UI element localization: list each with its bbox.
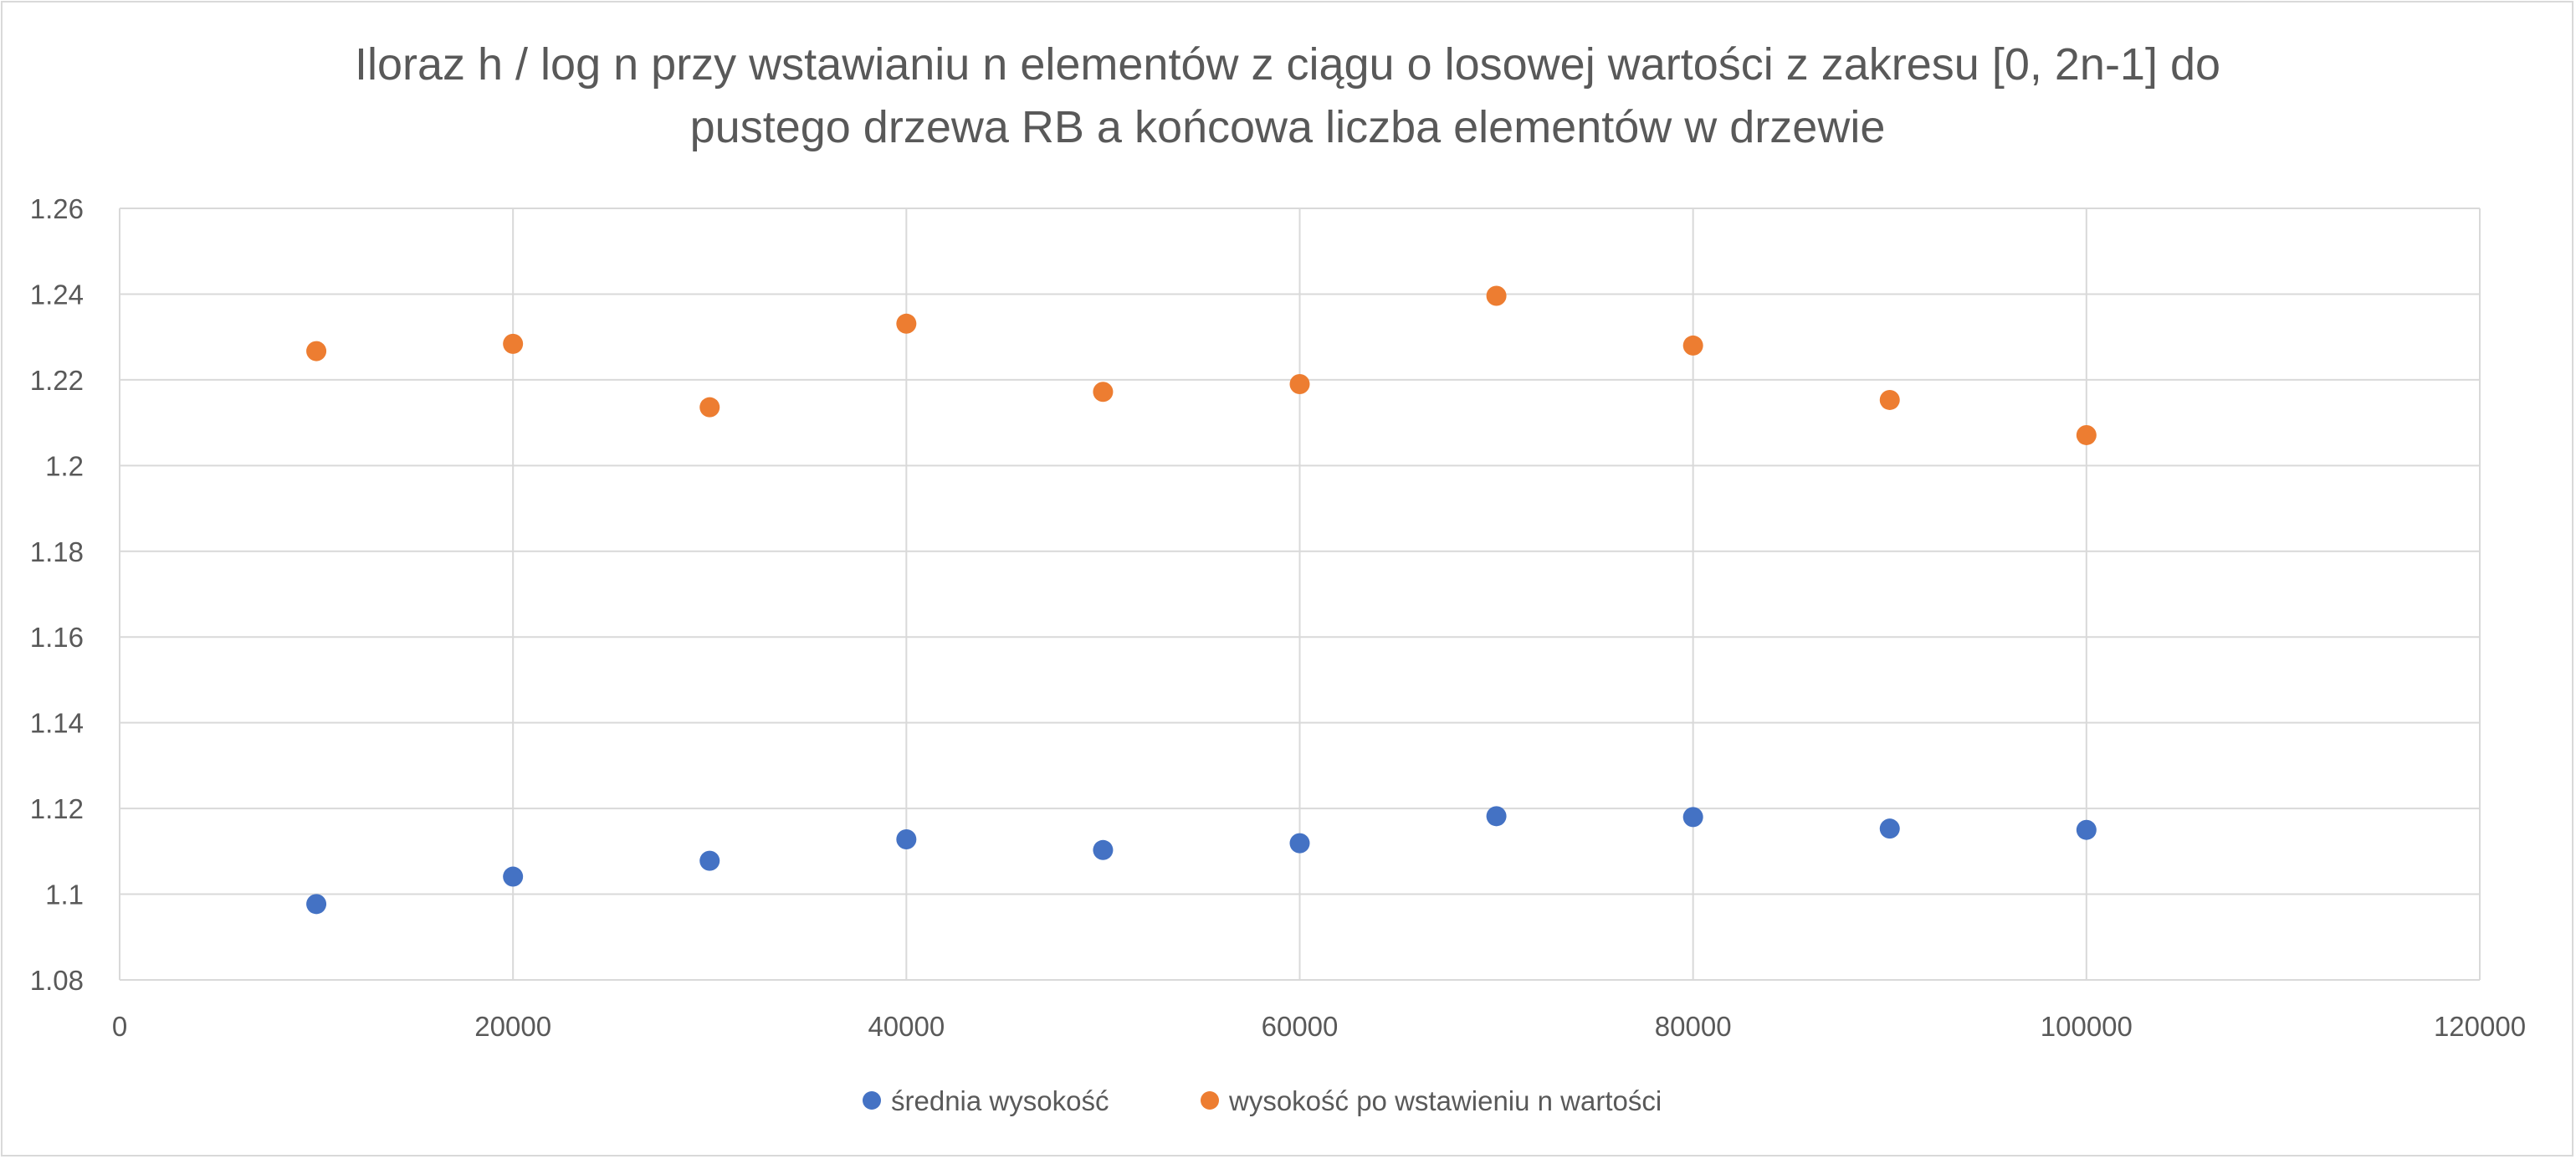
legend-label-series-1: średnia wysokość bbox=[891, 1085, 1109, 1116]
series-1-point bbox=[2076, 819, 2097, 840]
series-1-point bbox=[503, 866, 524, 887]
series-2-point bbox=[1879, 389, 1900, 410]
y-tick-label: 1.26 bbox=[30, 193, 84, 224]
series-2-point bbox=[2076, 424, 2097, 445]
series-2-point bbox=[896, 313, 917, 334]
series-2-point bbox=[1682, 335, 1703, 356]
x-tick-label: 100000 bbox=[2041, 1011, 2133, 1042]
series-1-point bbox=[1289, 833, 1310, 854]
gridlines bbox=[119, 208, 2481, 981]
legend-label-series-2: wysokość po wstawieniu n wartości bbox=[1228, 1085, 1662, 1116]
y-tick-label: 1.18 bbox=[30, 536, 84, 567]
legend-marker-series-2 bbox=[1201, 1091, 1219, 1110]
plot-points bbox=[306, 285, 2097, 915]
x-axis-tick-labels: 0 20000 40000 60000 80000 100000 120000 bbox=[112, 1011, 2526, 1042]
series-2-point bbox=[503, 333, 524, 354]
y-axis-tick-labels: 1.08 1.1 1.12 1.14 1.16 1.18 1.2 1.22 1.24 1.26 bbox=[30, 193, 84, 996]
y-tick-label: 1.24 bbox=[30, 279, 84, 310]
y-tick-label: 1.22 bbox=[30, 365, 84, 396]
series-1-point bbox=[1682, 807, 1703, 828]
x-tick-label: 60000 bbox=[1262, 1011, 1339, 1042]
y-tick-label: 1.2 bbox=[45, 450, 84, 481]
series-2-point bbox=[1093, 382, 1114, 403]
series-1-point bbox=[896, 828, 917, 849]
chart-title-line-2: pustego drzewa RB a końcowa liczba eleme… bbox=[690, 102, 1886, 152]
x-tick-label: 80000 bbox=[1655, 1011, 1732, 1042]
series-1-point bbox=[699, 850, 720, 871]
series-1-point bbox=[1093, 839, 1114, 860]
series-1-point bbox=[1486, 806, 1507, 827]
y-tick-label: 1.12 bbox=[30, 793, 84, 824]
x-tick-label: 40000 bbox=[868, 1011, 945, 1042]
series-1-point bbox=[306, 894, 327, 915]
legend-marker-series-1 bbox=[863, 1091, 881, 1110]
x-tick-label: 120000 bbox=[2434, 1011, 2526, 1042]
series-2-point bbox=[1289, 374, 1310, 395]
series-2-point bbox=[306, 341, 327, 362]
series-2-point bbox=[1486, 285, 1507, 306]
series-1-point bbox=[1879, 818, 1900, 839]
chart-title: Iloraz h / log n przy wstawianiu n eleme… bbox=[355, 39, 2220, 152]
x-tick-label: 0 bbox=[112, 1011, 127, 1042]
y-tick-label: 1.08 bbox=[30, 965, 84, 996]
y-tick-label: 1.14 bbox=[30, 708, 84, 739]
legend: średnia wysokość wysokość po wstawieniu n… bbox=[863, 1085, 1662, 1116]
chart-title-line-1: Iloraz h / log n przy wstawianiu n eleme… bbox=[355, 39, 2220, 90]
x-tick-label: 20000 bbox=[474, 1011, 551, 1042]
series-2-point bbox=[699, 397, 720, 418]
y-tick-label: 1.1 bbox=[45, 880, 84, 910]
y-tick-label: 1.16 bbox=[30, 622, 84, 653]
